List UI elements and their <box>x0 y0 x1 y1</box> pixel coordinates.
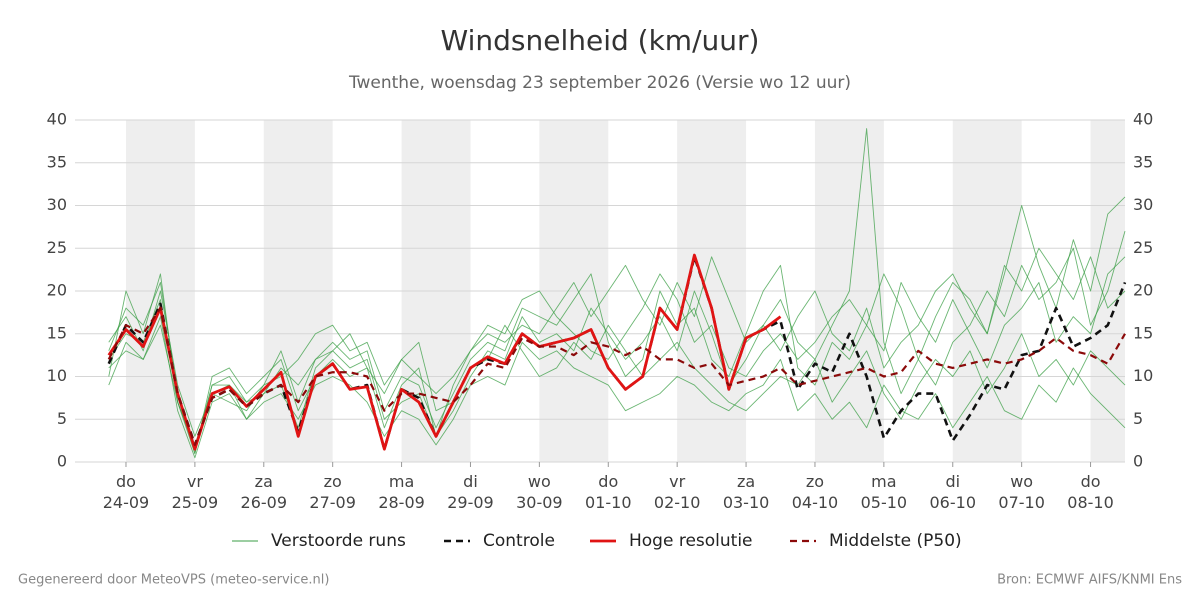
ensemble-run <box>108 290 1126 446</box>
y2-tick-label: 0 <box>1133 452 1143 471</box>
y2-tick-label: 30 <box>1133 195 1153 214</box>
legend-label: Middelste (P50) <box>829 531 962 551</box>
x-tick-label: zo 04-10 <box>792 472 839 512</box>
y-tick-label: 0 <box>57 452 67 471</box>
x-tick-label: do 08-10 <box>1067 472 1114 512</box>
y-tick-label: 35 <box>47 152 67 171</box>
y2-tick-label: 35 <box>1133 152 1153 171</box>
y2-tick-label: 15 <box>1133 323 1153 342</box>
legend-label: Hoge resolutie <box>629 531 753 551</box>
background <box>75 119 1125 463</box>
y-tick-label: 40 <box>47 110 67 129</box>
y-tick-label: 5 <box>57 409 67 428</box>
footer-right: Bron: ECMWF AIFS/KNMI Ens <box>997 573 1182 588</box>
legend-label: Controle <box>483 531 555 551</box>
x-tick-label: zo 27-09 <box>309 472 356 512</box>
y-tick-label: 30 <box>47 195 67 214</box>
series-line <box>107 307 1126 446</box>
legend-label: Verstoorde runs <box>271 531 406 551</box>
series-line <box>107 253 782 451</box>
x-tick-label: ma 05-10 <box>861 472 908 512</box>
y-tick-label: 10 <box>47 366 67 385</box>
y2-tick-label: 20 <box>1133 281 1153 300</box>
y2-tick-label: 5 <box>1133 409 1143 428</box>
x-tick-label: do 24-09 <box>103 472 150 512</box>
x-tick-label: di 29-09 <box>447 472 494 512</box>
x-tick-label: vr 02-10 <box>654 472 701 512</box>
x-tick-label: wo 30-09 <box>516 472 563 512</box>
y-tick-label: 20 <box>47 281 67 300</box>
x-tick-label: za 03-10 <box>723 472 770 512</box>
x-tick-label: vr 25-09 <box>172 472 219 512</box>
footer-left: Gegenereerd door MeteoVPS (meteo-service… <box>18 573 329 588</box>
y2-tick-label: 25 <box>1133 238 1153 257</box>
ensemble-run <box>108 324 1126 446</box>
chart-title: Windsnelheid (km/uur) <box>441 24 760 57</box>
ensemble-run <box>108 231 1126 454</box>
chart-subtitle: Twenthe, woensdag 23 september 2026 (Ver… <box>348 73 851 93</box>
x-tick-label: za 26-09 <box>241 472 288 512</box>
y-tick-label: 25 <box>47 238 67 257</box>
x-tick-label: wo 07-10 <box>998 472 1045 512</box>
y-tick-label: 15 <box>47 323 67 342</box>
x-tick-label: ma 28-09 <box>378 472 425 512</box>
y2-tick-label: 40 <box>1133 110 1153 129</box>
ensemble-run <box>108 247 1126 459</box>
x-tick-label: do 01-10 <box>585 472 632 512</box>
y2-tick-label: 10 <box>1133 366 1153 385</box>
x-tick-label: di 06-10 <box>930 472 977 512</box>
